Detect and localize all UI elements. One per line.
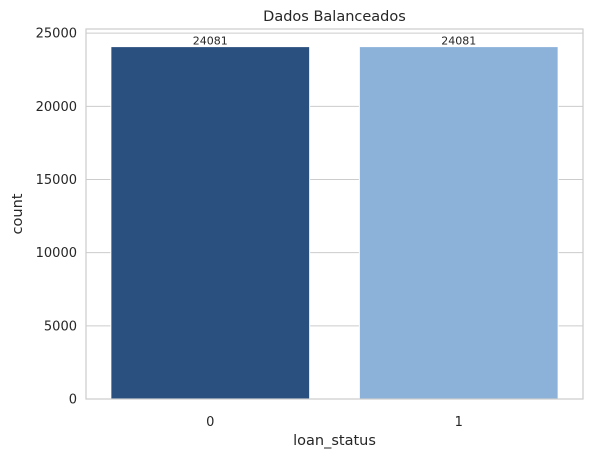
y-tick-label: 20000 <box>36 100 77 115</box>
x-tick-label: 1 <box>455 415 463 430</box>
y-tick-label: 25000 <box>36 27 77 42</box>
y-tick-labels: 0 5000 10000 15000 20000 25000 <box>36 27 77 408</box>
bar <box>358 46 559 400</box>
y-tick-label: 15000 <box>36 173 77 188</box>
bar-value-label: 24081 <box>193 35 228 48</box>
chart-title: Dados Balanceados <box>263 9 406 25</box>
x-axis-label: loan_status <box>293 433 376 449</box>
x-tick-label: 0 <box>206 415 214 430</box>
y-axis-label: count <box>10 193 26 234</box>
y-tick-label: 5000 <box>44 319 77 334</box>
bar-value-labels: 24081 24081 <box>193 35 477 48</box>
bar <box>110 46 311 400</box>
bars <box>110 46 559 400</box>
y-tick-label: 0 <box>69 393 77 408</box>
plot-frame <box>85 28 584 400</box>
bar-value-label: 24081 <box>441 35 476 48</box>
y-tick-label: 10000 <box>36 246 77 261</box>
